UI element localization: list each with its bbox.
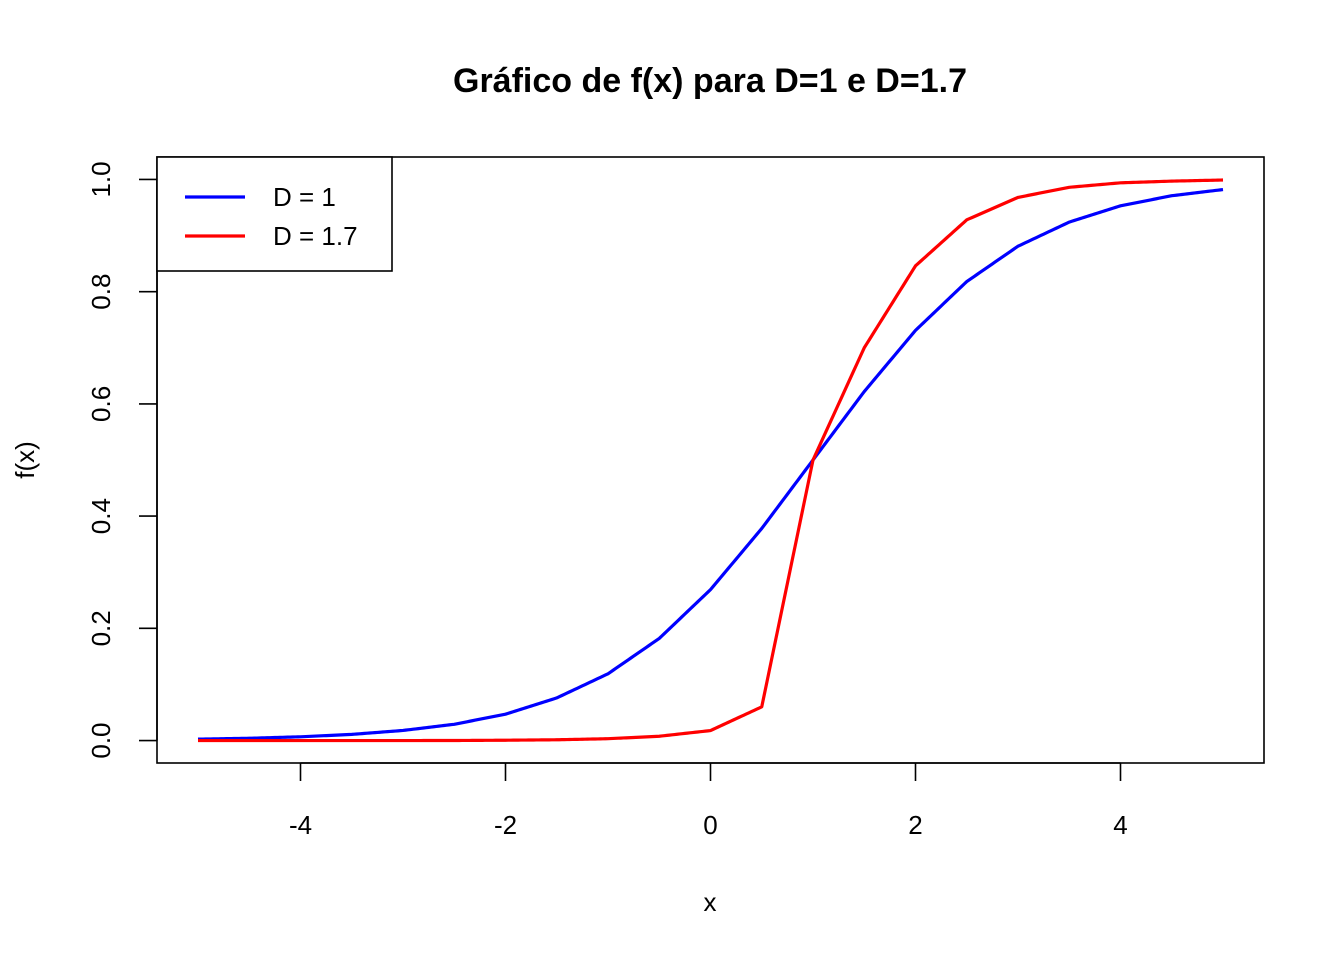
y-axis-label: f(x) <box>10 441 40 479</box>
x-tick-label: 4 <box>1113 810 1127 840</box>
x-axis: -4 -2 0 2 4 <box>289 762 1128 840</box>
series-layer <box>197 178 1224 743</box>
legend-label: D = 1 <box>273 182 336 212</box>
y-tick-label: 0.2 <box>86 610 116 646</box>
y-tick-label: 0.6 <box>86 386 116 422</box>
y-tick-label: 0.4 <box>86 498 116 534</box>
legend-label: D = 1.7 <box>273 221 358 251</box>
y-tick-label: 0.0 <box>86 722 116 758</box>
chart-title: Gráfico de f(x) para D=1 e D=1.7 <box>453 62 967 100</box>
x-axis-label: x <box>704 887 717 917</box>
y-tick-label: 0.8 <box>86 274 116 310</box>
series-line-2 <box>198 178 1224 743</box>
y-tick-label: 1.0 <box>86 161 116 197</box>
series-line-1 <box>197 187 1224 741</box>
legend: D = 1 D = 1.7 <box>156 156 393 272</box>
legend-box <box>156 156 393 272</box>
x-tick-label: -2 <box>494 810 517 840</box>
x-tick-label: -4 <box>289 810 312 840</box>
x-tick-label: 0 <box>703 810 717 840</box>
x-tick-label: 2 <box>908 810 922 840</box>
y-axis: 0.0 0.2 0.4 0.6 0.8 1.0 <box>86 161 158 759</box>
